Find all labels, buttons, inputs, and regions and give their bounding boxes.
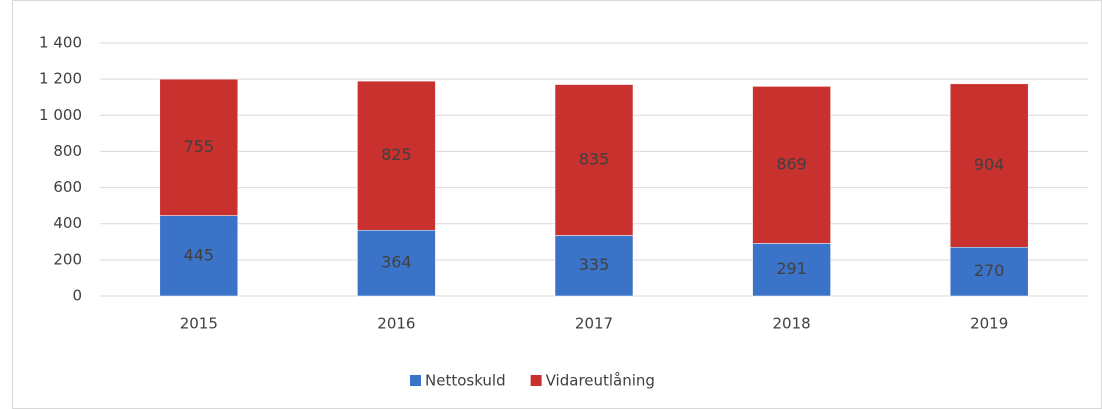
y-tick-label: 1 400: [39, 34, 82, 52]
data-label: 291: [776, 259, 807, 278]
bar-segment: [554, 235, 634, 297]
bar-segment: [752, 86, 831, 244]
legend-label: Nettoskuld: [425, 372, 506, 390]
bar-segment: [159, 78, 239, 216]
bar-segment: [554, 84, 634, 236]
data-label: 825: [381, 145, 412, 164]
bar-segment: [357, 80, 436, 231]
bar-segment: [752, 243, 831, 297]
y-tick-label: 1 000: [39, 106, 82, 124]
bar-segment: [357, 229, 436, 297]
data-label: 835: [579, 150, 610, 169]
bar-segment: [159, 215, 239, 297]
data-label: 270: [974, 261, 1005, 280]
legend-swatch: [410, 375, 421, 386]
data-label: 869: [776, 154, 807, 173]
y-tick-label: 800: [53, 142, 82, 160]
y-tick-label: 1 200: [39, 70, 82, 88]
y-tick-label: 600: [53, 178, 82, 196]
legend-swatch: [530, 375, 542, 386]
bar-segment: [949, 246, 1029, 297]
legend-label: Vidareutlåning: [546, 372, 655, 390]
y-tick-label: 0: [72, 287, 82, 305]
data-label: 364: [381, 253, 412, 272]
x-tick-label: 2018: [773, 315, 811, 333]
data-label: 904: [974, 155, 1005, 174]
data-label: 335: [579, 255, 610, 274]
x-tick-label: 2019: [970, 315, 1008, 333]
data-label: 755: [184, 137, 215, 156]
data-label: 445: [184, 245, 215, 264]
x-tick-label: 2016: [377, 315, 415, 333]
bar-segment: [949, 83, 1029, 248]
x-tick-label: 2015: [180, 315, 218, 333]
x-tick-label: 2017: [575, 315, 613, 333]
y-tick-label: 400: [53, 214, 82, 232]
y-tick-label: 200: [53, 250, 82, 268]
